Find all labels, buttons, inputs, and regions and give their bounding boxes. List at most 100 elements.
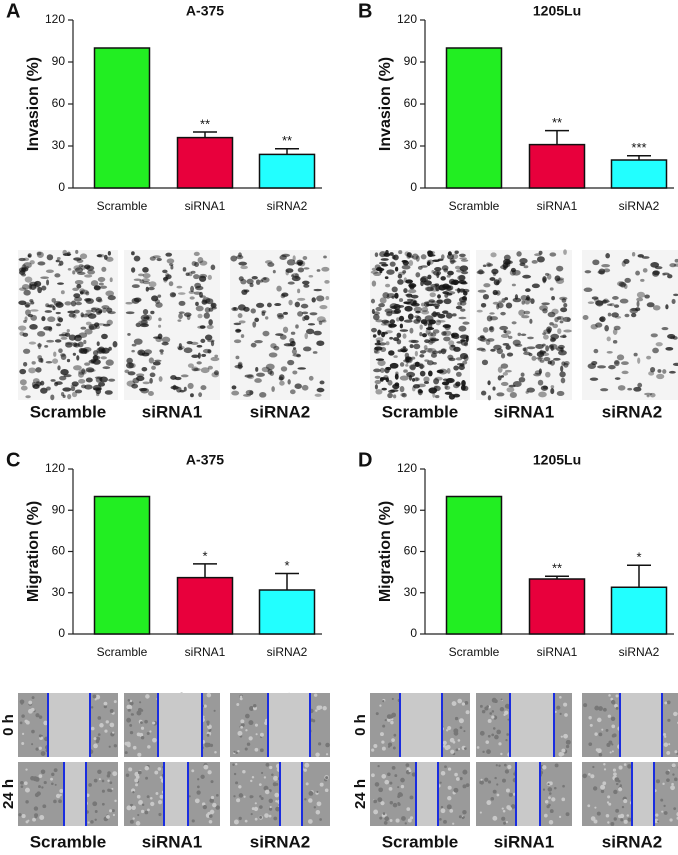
texture	[38, 785, 41, 789]
cell	[68, 313, 76, 318]
cell	[160, 352, 164, 355]
cell	[133, 297, 142, 303]
cell	[294, 273, 300, 280]
texture	[104, 729, 108, 733]
texture	[596, 811, 601, 816]
row-label: 24 h	[0, 779, 17, 809]
cell	[605, 253, 610, 259]
y-tick-label: 30	[404, 138, 418, 152]
cell	[604, 325, 609, 332]
cell	[22, 332, 29, 337]
cell	[78, 378, 86, 384]
cell	[177, 347, 183, 351]
texture	[464, 700, 469, 705]
texture	[613, 817, 617, 821]
cell	[133, 338, 143, 345]
cell	[554, 275, 561, 282]
texture	[595, 748, 599, 752]
cell	[193, 251, 200, 257]
texture	[313, 806, 317, 809]
cell	[54, 381, 59, 387]
cell	[520, 333, 527, 337]
texture	[554, 710, 557, 714]
texture	[491, 697, 497, 703]
cell	[137, 349, 146, 356]
cell	[191, 366, 199, 372]
cell	[162, 269, 168, 274]
texture	[607, 795, 611, 799]
cell	[408, 364, 417, 370]
cell	[440, 348, 448, 353]
cell	[187, 382, 194, 390]
cell	[151, 295, 159, 302]
cell	[547, 311, 556, 318]
cell	[56, 257, 61, 260]
cell	[563, 302, 568, 308]
cell	[23, 361, 28, 367]
cell	[67, 267, 72, 271]
texture	[619, 766, 622, 769]
cell	[316, 316, 326, 323]
cell	[189, 296, 195, 300]
cell	[394, 266, 399, 272]
texture	[129, 819, 134, 824]
cell	[194, 282, 202, 289]
texture	[504, 710, 509, 715]
texture	[200, 774, 205, 779]
texture	[90, 706, 94, 709]
cell	[487, 380, 491, 386]
cell	[514, 343, 523, 348]
cell	[392, 394, 397, 399]
texture	[608, 694, 611, 697]
cell	[125, 301, 133, 305]
texture	[268, 807, 273, 811]
cell	[301, 311, 309, 315]
cell	[401, 264, 411, 270]
texture	[672, 773, 675, 776]
cell	[642, 268, 648, 273]
cell	[107, 250, 111, 256]
texture	[316, 801, 322, 807]
texture	[462, 809, 467, 815]
cell	[646, 355, 652, 360]
texture	[135, 775, 140, 779]
cell	[78, 347, 85, 354]
cell	[313, 330, 322, 336]
texture	[254, 723, 258, 727]
cell	[538, 391, 547, 398]
texture	[445, 729, 449, 732]
cell	[75, 249, 79, 254]
texture	[38, 774, 43, 779]
cell	[522, 274, 532, 279]
y-tick-label: 120	[397, 12, 417, 26]
texture	[405, 763, 410, 767]
texture	[259, 805, 263, 809]
texture	[671, 763, 676, 768]
cell	[420, 265, 428, 268]
cell	[249, 283, 254, 288]
texture	[391, 765, 396, 770]
cell	[44, 345, 49, 348]
cell	[405, 279, 413, 284]
texture	[391, 697, 394, 701]
cell	[35, 381, 42, 387]
texture	[237, 730, 243, 736]
x-tick-label: siRNA2	[619, 645, 660, 659]
cell	[252, 321, 257, 328]
cell	[165, 274, 172, 280]
texture	[271, 773, 274, 777]
cell	[433, 385, 441, 392]
cell	[56, 323, 62, 327]
cell	[316, 340, 325, 346]
cell	[419, 354, 425, 358]
texture	[132, 791, 135, 794]
cell	[23, 319, 27, 324]
bar	[93, 495, 151, 635]
cell	[149, 377, 153, 384]
cell	[423, 345, 428, 350]
cell	[371, 308, 375, 315]
cell	[308, 375, 314, 381]
cell	[636, 297, 644, 302]
cell	[265, 363, 275, 370]
cell	[64, 301, 72, 306]
